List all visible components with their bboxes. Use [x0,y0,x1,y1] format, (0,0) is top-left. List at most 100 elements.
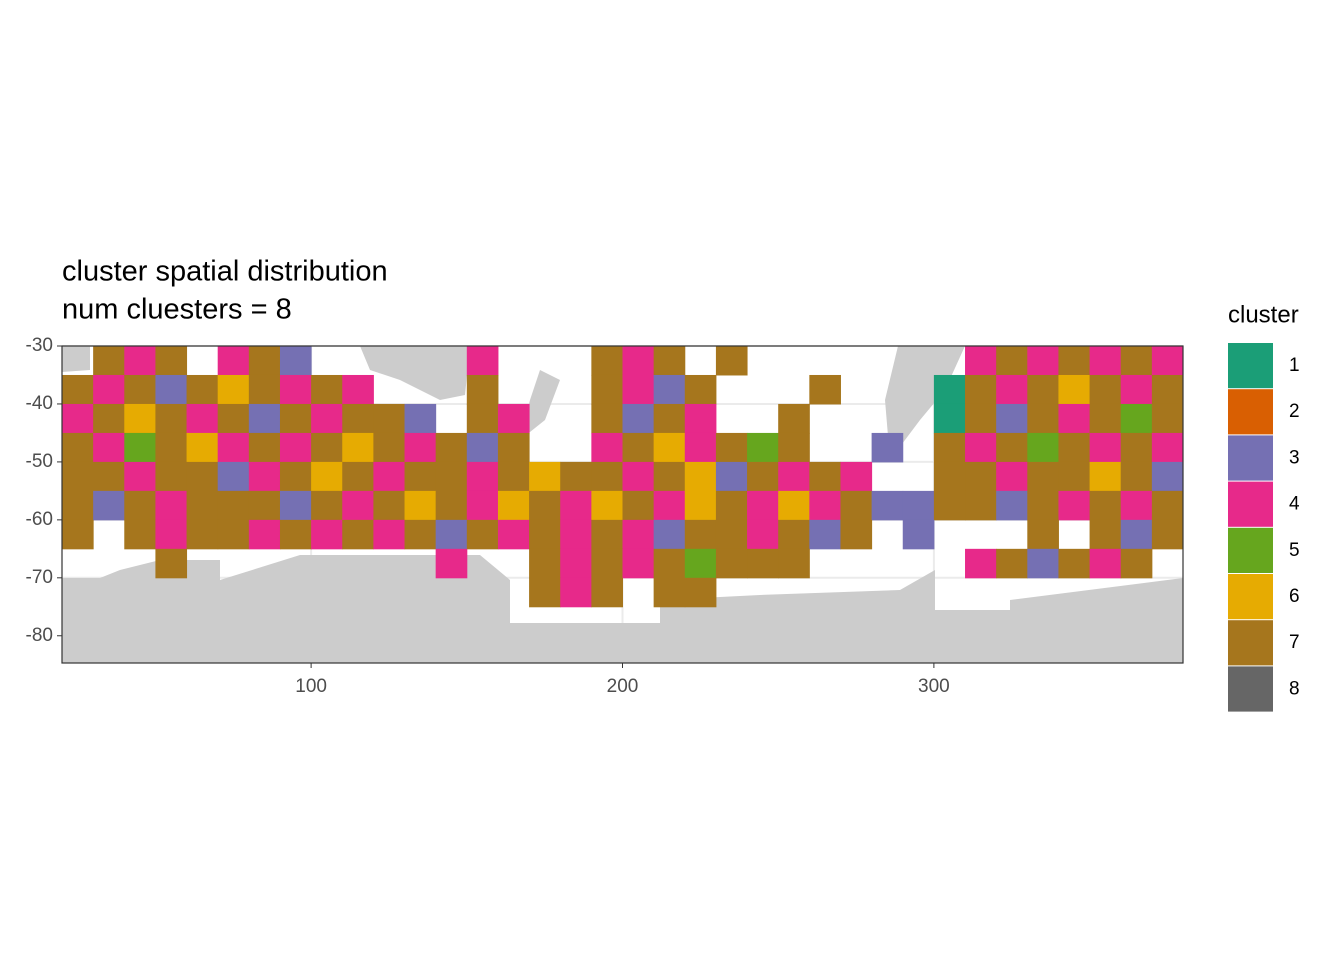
cell [653,346,686,376]
cell [747,519,779,550]
cell [965,432,997,463]
cell [684,403,717,434]
cell [684,432,717,463]
legend-swatch [1228,389,1273,435]
cell [404,461,437,492]
cell [996,432,1028,463]
cell [466,346,499,376]
cell [715,461,748,492]
cell [529,490,561,521]
cell [591,548,623,579]
cell [62,490,94,521]
cell [653,577,686,608]
y-tick-label: -80 [26,625,53,646]
cell [435,519,468,550]
cell [124,374,156,405]
cell [62,374,94,405]
cell [653,519,686,550]
cell [715,519,748,550]
cell [155,490,188,521]
cell [684,577,717,608]
legend-label: 1 [1289,355,1300,376]
cell [279,374,312,405]
cell [747,548,779,579]
cell [342,490,374,521]
cell [1027,374,1059,405]
cell [497,519,530,550]
cell [466,519,499,550]
cell [186,519,219,550]
cell [622,374,655,405]
cell [311,490,343,521]
cell [62,519,94,550]
cell [435,432,468,463]
cell [996,490,1028,521]
cell [560,519,592,550]
cell [1089,432,1122,463]
cell [342,461,374,492]
cell [778,461,810,492]
cell [560,461,592,492]
cell [778,519,810,550]
cell [1027,346,1059,376]
cells [62,346,1184,608]
cell [466,432,499,463]
cell [155,374,188,405]
cell [279,403,312,434]
cell [653,490,686,521]
cell [778,403,810,434]
cell [373,403,406,434]
cell [279,461,312,492]
cell [902,490,935,521]
cell [529,577,561,608]
cell [155,432,188,463]
cell [248,519,281,550]
cell [1120,490,1153,521]
cell [1089,519,1122,550]
cell [902,519,935,550]
cell [622,519,655,550]
cell [217,374,250,405]
cell [591,519,623,550]
cell [965,403,997,434]
cell [840,461,873,492]
y-tick-label: -60 [26,509,53,530]
x-tick-label: 200 [607,676,639,697]
cell [653,461,686,492]
cell [279,432,312,463]
cell [715,432,748,463]
cell [279,490,312,521]
legend-swatch [1228,666,1273,712]
cell [622,548,655,579]
cell [809,490,841,521]
cell [248,461,281,492]
legend-swatch [1228,435,1273,481]
y-tick-label: -50 [26,451,53,472]
cell [1058,432,1091,463]
cell [747,490,779,521]
legend-swatch [1228,527,1273,573]
cell [684,548,717,579]
cell [1058,403,1091,434]
cell [1027,432,1059,463]
africa [62,346,90,372]
cell [809,519,841,550]
cell [279,346,312,376]
legend-title: cluster [1228,301,1299,328]
cell [996,461,1028,492]
cell [529,519,561,550]
legend-label: 4 [1289,494,1300,515]
legend-label: 5 [1289,540,1300,561]
cell [933,403,966,434]
south-america [885,346,965,460]
cell [1027,461,1059,492]
cell [653,432,686,463]
cell [1089,548,1122,579]
cell [778,548,810,579]
cell [93,461,125,492]
cell [1089,374,1122,405]
y-tick-label: -70 [26,567,53,588]
cell [186,490,219,521]
cell [155,403,188,434]
